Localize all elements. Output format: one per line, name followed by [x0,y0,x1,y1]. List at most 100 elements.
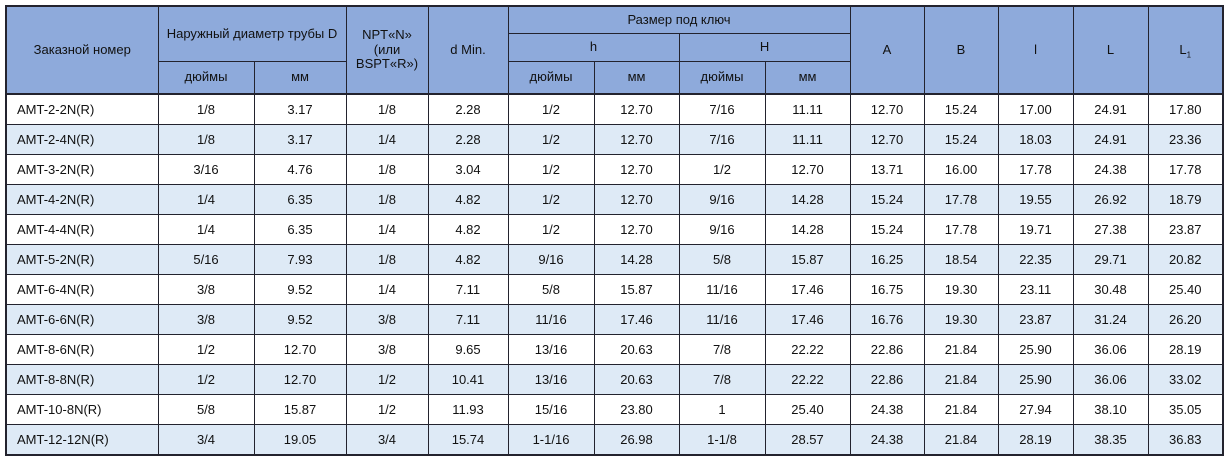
table-header: Заказной номер Наружный диаметр трубы D … [5,5,1224,95]
order-number-cell: AMT-12-12N(R) [5,424,159,456]
order-number-cell: AMT-5-2N(R) [5,244,159,275]
value-cell: 26.98 [593,424,680,456]
column-header-b: B [923,5,999,95]
value-cell: 15.87 [764,244,851,275]
value-cell: 18.79 [1147,184,1224,215]
value-cell: 17.78 [997,154,1074,185]
value-cell: 14.28 [593,244,680,275]
table-row: AMT-5-2N(R) 5/16 7.93 1/8 4.82 9/16 14.28 5/8 15… [5,244,1224,275]
value-cell: 14.28 [764,214,851,245]
value-cell: 28.19 [1147,334,1224,365]
value-cell: 1/8 [345,154,429,185]
value-cell: 19.55 [997,184,1074,215]
value-cell: 21.84 [923,334,999,365]
value-cell: 17.00 [997,93,1074,125]
value-cell: 16.76 [849,304,925,335]
table-row: AMT-8-6N(R) 1/2 12.70 3/8 9.65 13/16 20.63 7/8 2… [5,334,1224,365]
value-cell: 22.86 [849,334,925,365]
value-cell: 1-1/16 [507,424,595,456]
value-cell: 9.52 [253,274,347,305]
header-row-1: Заказной номер Наружный диаметр трубы D … [5,5,1224,95]
value-cell: 14.28 [764,184,851,215]
value-cell: 15.74 [427,424,509,456]
value-cell: 17.78 [1147,154,1224,185]
order-number-cell: AMT-4-4N(R) [5,214,159,245]
npt-line-1: NPT«N» [362,26,412,42]
value-cell: 3/8 [345,304,429,335]
value-cell: 17.78 [923,214,999,245]
column-header-h-lower: h [507,33,680,62]
value-cell: 4.82 [427,184,509,215]
value-cell: 1/2 [507,124,595,155]
value-cell: 25.90 [997,334,1074,365]
value-cell: 6.35 [253,214,347,245]
value-cell: 10.41 [427,364,509,395]
value-cell: 12.70 [593,214,680,245]
table-row: AMT-12-12N(R) 3/4 19.05 3/4 15.74 1-1/16 26.98… [5,424,1224,456]
table-row: AMT-3-2N(R) 3/16 4.76 1/8 3.04 1/2 12.70 1/2 12.… [5,154,1224,185]
value-cell: 7/8 [678,364,766,395]
value-cell: 3/8 [157,274,255,305]
column-header-outer-diameter: Наружный диаметр трубы D [157,5,347,62]
value-cell: 17.46 [764,304,851,335]
value-cell: 28.57 [764,424,851,456]
value-cell: 23.87 [997,304,1074,335]
value-cell: 27.94 [997,394,1074,425]
value-cell: 23.80 [593,394,680,425]
value-cell: 1/4 [345,274,429,305]
value-cell: 30.48 [1072,274,1149,305]
value-cell: 12.70 [849,124,925,155]
subheader-mm-h-upper: мм [764,61,851,95]
value-cell: 1/2 [507,154,595,185]
dimensions-table: Заказной номер Наружный диаметр трубы D … [5,5,1225,456]
value-cell: 28.19 [997,424,1074,456]
value-cell: 1/8 [345,244,429,275]
table-body: AMT-2-2N(R) 1/8 3.17 1/8 2.28 1/2 12.70 7/16 11.… [5,93,1224,456]
value-cell: 15.87 [253,394,347,425]
column-header-l: L [1072,5,1149,95]
npt-line-3: BSPT«R») [355,56,419,72]
value-cell: 21.84 [923,394,999,425]
order-number-cell: AMT-8-6N(R) [5,334,159,365]
value-cell: 36.83 [1147,424,1224,456]
value-cell: 23.11 [997,274,1074,305]
value-cell: 11/16 [678,274,766,305]
value-cell: 36.06 [1072,334,1149,365]
table-row: AMT-2-4N(R) 1/8 3.17 1/4 2.28 1/2 12.70 7/16 11.… [5,124,1224,155]
value-cell: 3/8 [157,304,255,335]
value-cell: 15.24 [849,214,925,245]
value-cell: 35.05 [1147,394,1224,425]
table-row: AMT-10-8N(R) 5/8 15.87 1/2 11.93 15/16 23.80 1 2… [5,394,1224,425]
l1-base: L [1179,41,1187,57]
value-cell: 1/2 [157,364,255,395]
value-cell: 1/4 [345,124,429,155]
subheader-mm-h-lower: мм [593,61,680,95]
table-row: AMT-4-2N(R) 1/4 6.35 1/8 4.82 1/2 12.70 9/16 14.… [5,184,1224,215]
value-cell: 18.54 [923,244,999,275]
value-cell: 1/2 [345,364,429,395]
value-cell: 1/4 [345,214,429,245]
value-cell: 22.86 [849,364,925,395]
value-cell: 38.10 [1072,394,1149,425]
header-row-3: дюймы мм дюймы мм дюймы мм [6,61,1223,95]
value-cell: 17.46 [764,274,851,305]
header-row-2: h H [6,33,1223,62]
subheader-inches-h-lower: дюймы [507,61,595,95]
order-number-cell: AMT-2-2N(R) [5,93,159,125]
value-cell: 27.38 [1072,214,1149,245]
column-header-npt: NPT«N» (или BSPT«R») [345,5,429,95]
value-cell: 21.84 [923,364,999,395]
column-header-l-lower: l [997,5,1074,95]
column-header-l1: L1 [1147,5,1224,95]
value-cell: 1 [678,394,766,425]
value-cell: 26.92 [1072,184,1149,215]
value-cell: 12.70 [593,124,680,155]
value-cell: 1/8 [345,184,429,215]
value-cell: 5/16 [157,244,255,275]
column-header-order-number: Заказной номер [5,5,159,95]
order-number-cell: AMT-2-4N(R) [5,124,159,155]
value-cell: 15/16 [507,394,595,425]
value-cell: 2.28 [427,124,509,155]
order-number-cell: AMT-10-8N(R) [5,394,159,425]
column-header-h-upper: H [678,33,851,62]
